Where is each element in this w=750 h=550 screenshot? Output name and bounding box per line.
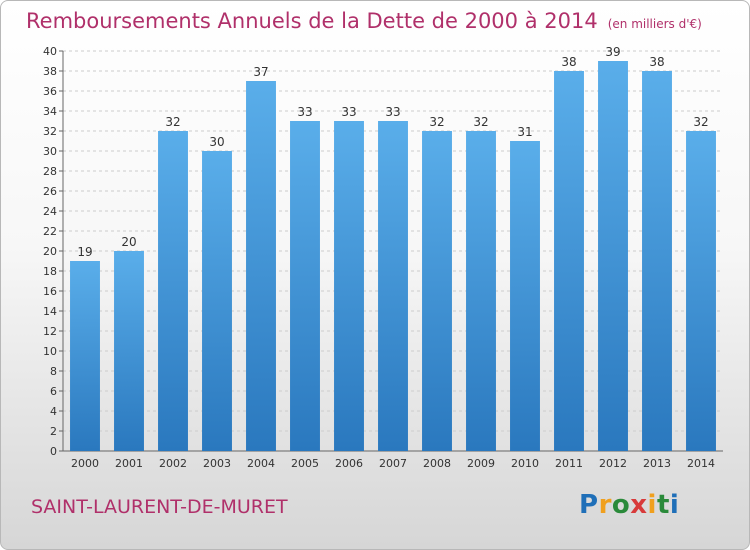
chart-subtitle: (en milliers d'€) (607, 17, 702, 31)
y-tick-label: 8 (50, 365, 57, 378)
proxiti-logo: Proxiti (579, 490, 680, 520)
y-tick-label: 32 (43, 125, 57, 138)
data-label-2010: 31 (517, 125, 532, 139)
data-label-2007: 33 (385, 105, 400, 119)
x-tick-label-2014: 2014 (687, 457, 715, 470)
data-label-2002: 32 (165, 115, 180, 129)
y-tick-label: 16 (43, 285, 57, 298)
bar-2006 (334, 121, 364, 451)
x-tick-labels: 2000 2001 2002 2003 2004 2005 2006 2007 2008 2009… (71, 457, 715, 470)
y-tick-label: 4 (50, 405, 57, 418)
chart-title: Remboursements Annuels de la Dette de 20… (26, 9, 702, 33)
y-tick-label: 22 (43, 225, 57, 238)
y-tick-label: 30 (43, 145, 57, 158)
y-tick-label: 26 (43, 185, 57, 198)
bar-2000 (70, 261, 100, 451)
x-tick-label-2004: 2004 (247, 457, 275, 470)
bar-2013 (642, 71, 672, 451)
y-tick-label: 36 (43, 85, 57, 98)
x-tick-label-2000: 2000 (71, 457, 99, 470)
bar-2005 (290, 121, 320, 451)
data-label-2001: 20 (121, 235, 136, 249)
y-tick-label: 0 (50, 445, 57, 458)
y-tick-label: 34 (43, 105, 57, 118)
x-tick-label-2001: 2001 (115, 457, 143, 470)
y-tick-label: 20 (43, 245, 57, 258)
x-tick-label-2009: 2009 (467, 457, 495, 470)
data-label-2005: 33 (297, 105, 312, 119)
y-tick-label: 14 (43, 305, 57, 318)
data-label-2004: 37 (253, 65, 268, 79)
y-tick-label: 10 (43, 345, 57, 358)
bar-2003 (202, 151, 232, 451)
y-tick-label: 40 (43, 45, 57, 58)
bars (70, 61, 716, 451)
data-label-2014: 32 (693, 115, 708, 129)
data-label-2009: 32 (473, 115, 488, 129)
y-tick-label: 12 (43, 325, 57, 338)
bar-2010 (510, 141, 540, 451)
commune-name: SAINT-LAURENT-DE-MURET (31, 496, 288, 518)
data-label-2006: 33 (341, 105, 356, 119)
bar-2004 (246, 81, 276, 451)
bar-2007 (378, 121, 408, 451)
data-label-2011: 38 (561, 55, 576, 69)
y-tick-label: 6 (50, 385, 57, 398)
data-labels: 19 20 32 30 37 33 33 33 32 32 31 38 39 38 32 (77, 45, 708, 259)
data-label-2013: 38 (649, 55, 664, 69)
bar-2014 (686, 131, 716, 451)
x-tick-label-2006: 2006 (335, 457, 363, 470)
x-tick-label-2008: 2008 (423, 457, 451, 470)
chart-title-text: Remboursements Annuels de la Dette de 20… (26, 9, 598, 33)
data-label-2008: 32 (429, 115, 444, 129)
x-tick-label-2002: 2002 (159, 457, 187, 470)
y-tick-label: 2 (50, 425, 57, 438)
x-tick-label-2012: 2012 (599, 457, 627, 470)
bar-2002 (158, 131, 188, 451)
y-tick-label: 24 (43, 205, 57, 218)
y-tick-label: 28 (43, 165, 57, 178)
bar-2011 (554, 71, 584, 451)
data-label-2000: 19 (77, 245, 92, 259)
x-tick-label-2005: 2005 (291, 457, 319, 470)
bar-2001 (114, 251, 144, 451)
x-tick-label-2007: 2007 (379, 457, 407, 470)
bar-2012 (598, 61, 628, 451)
x-tick-label-2003: 2003 (203, 457, 231, 470)
y-tick-label: 18 (43, 265, 57, 278)
bar-2008 (422, 131, 452, 451)
data-label-2012: 39 (605, 45, 620, 59)
y-tick-label: 38 (43, 65, 57, 78)
x-tick-label-2013: 2013 (643, 457, 671, 470)
data-label-2003: 30 (209, 135, 224, 149)
bar-2009 (466, 131, 496, 451)
x-tick-label-2011: 2011 (555, 457, 583, 470)
x-tick-label-2010: 2010 (511, 457, 539, 470)
